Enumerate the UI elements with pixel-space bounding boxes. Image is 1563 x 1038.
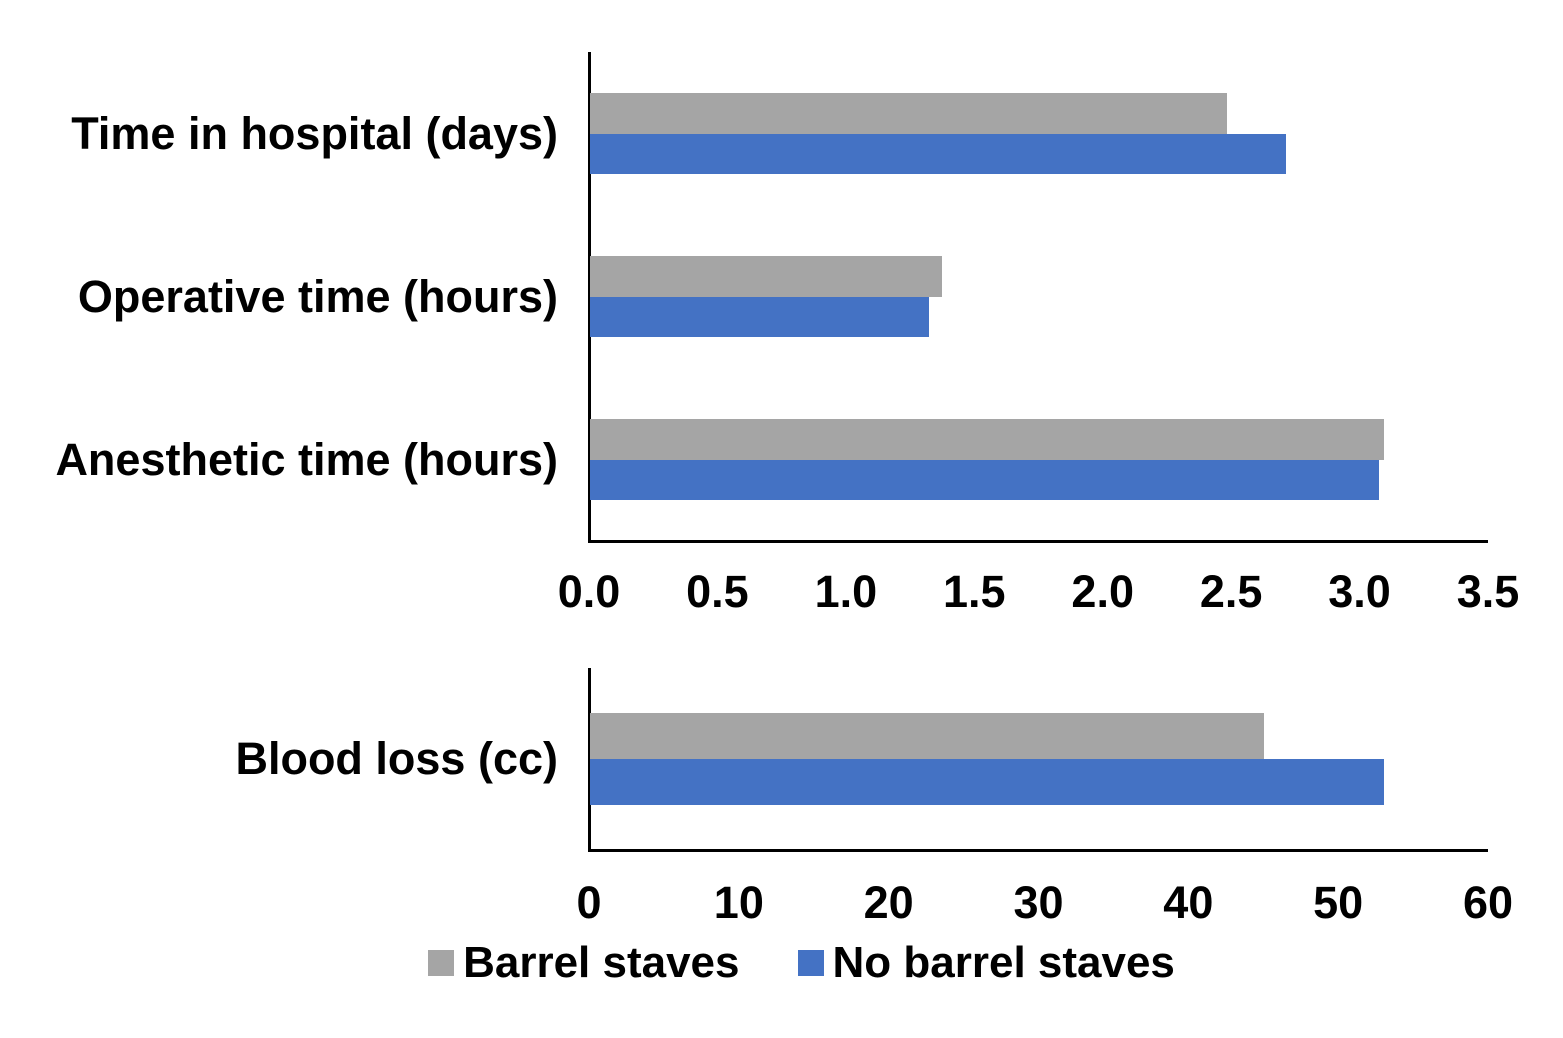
x-tick-label: 40 (1163, 877, 1214, 928)
bar (590, 296, 930, 338)
category-label: Blood loss (cc) (235, 733, 558, 784)
bar (590, 133, 1287, 175)
bar (590, 712, 1265, 759)
bar (590, 459, 1379, 501)
bar (590, 759, 1385, 806)
x-tick-label: 0.5 (686, 566, 749, 617)
x-tick-label: 2.5 (1199, 566, 1263, 617)
category-label: Operative time (hours) (77, 270, 558, 322)
x-axis-line (587, 848, 1488, 852)
x-tick-label: 3.0 (1328, 566, 1391, 617)
y-axis-line (587, 668, 591, 852)
legend-item-barrel-staves: Barrel staves (428, 938, 740, 988)
legend-swatch-barrel-staves (428, 950, 455, 976)
bar (590, 418, 1384, 460)
x-tick-label: 1.5 (943, 566, 1006, 617)
x-tick-label: 0 (576, 877, 602, 928)
legend: Barrel staves No barrel staves (40, 934, 1563, 992)
x-tick-label: 3.5 (1456, 566, 1520, 617)
x-tick-label: 50 (1313, 877, 1364, 928)
x-tick-label: 30 (1013, 877, 1064, 928)
x-tick-label: 20 (863, 877, 914, 928)
legend-item-no-barrel-staves: No barrel staves (797, 938, 1175, 988)
legend-label-barrel-staves: Barrel staves (463, 938, 740, 987)
x-tick-label: 2.0 (1071, 566, 1134, 617)
x-axis-line (587, 539, 1488, 543)
x-tick-label: 10 (713, 877, 764, 928)
bar (590, 92, 1227, 134)
y-axis-line (587, 52, 591, 543)
category-label: Anesthetic time (hours) (55, 433, 558, 485)
x-tick-label: 60 (1462, 877, 1514, 928)
legend-swatch-no-barrel-staves (797, 950, 824, 976)
bar (590, 255, 942, 297)
category-label: Time in hospital (days) (71, 107, 558, 159)
x-tick-label: 0.0 (557, 566, 621, 617)
x-tick-label: 1.0 (814, 566, 878, 617)
legend-label-no-barrel-staves: No barrel staves (832, 938, 1175, 987)
